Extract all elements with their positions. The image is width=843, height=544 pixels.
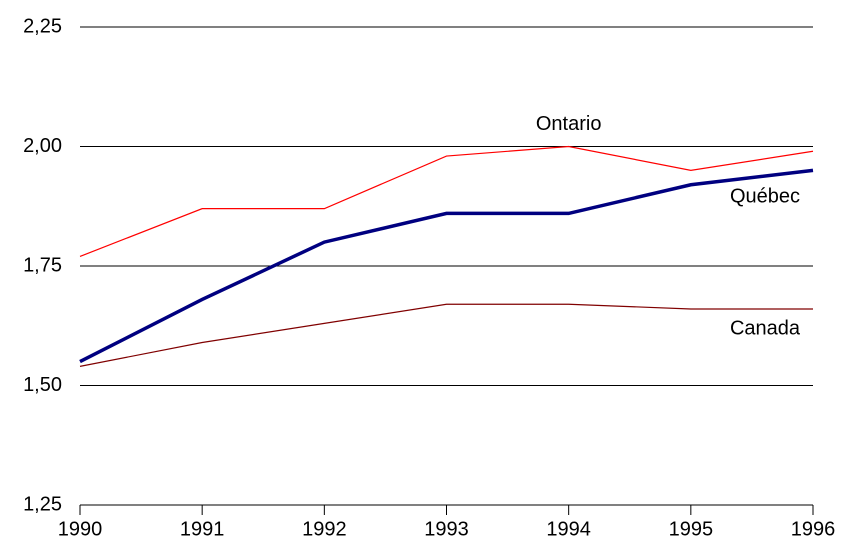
series-label: Canada <box>730 317 801 339</box>
line-series <box>79 145 814 257</box>
x-tick-label: 1990 <box>58 518 103 540</box>
y-tick-label: 1,50 <box>23 374 62 396</box>
y-tick-label: 2,25 <box>23 15 62 37</box>
x-tick-label: 1995 <box>669 518 714 540</box>
x-tick-label: 1996 <box>791 518 836 540</box>
line-series <box>79 168 814 364</box>
x-tick-label: 1991 <box>180 518 225 540</box>
x-tick-label: 1994 <box>546 518 591 540</box>
line-series <box>79 303 813 367</box>
y-tick-label: 1,25 <box>23 493 62 515</box>
series-label: Ontario <box>536 113 602 135</box>
x-tick-label: 1992 <box>302 518 347 540</box>
y-tick-label: 1,75 <box>23 254 62 276</box>
x-tick-label: 1993 <box>424 518 469 540</box>
y-tick-label: 2,00 <box>23 135 62 157</box>
series-label: Québec <box>730 186 800 208</box>
